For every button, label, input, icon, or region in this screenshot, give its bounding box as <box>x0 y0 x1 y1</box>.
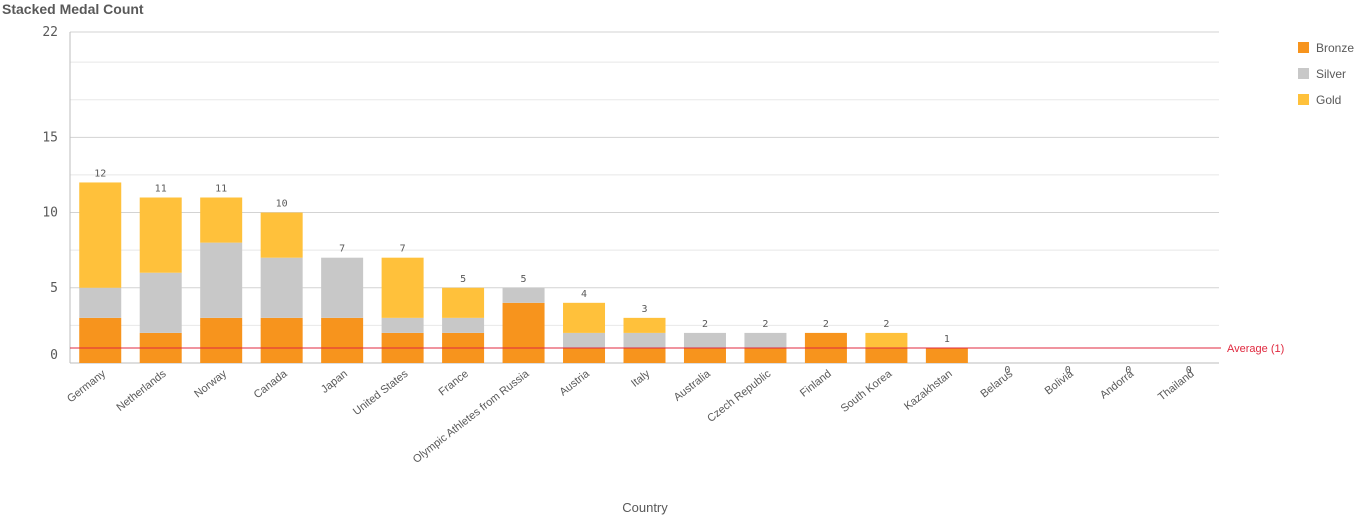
bar-total-label: 1 <box>944 334 950 345</box>
category-label: South Korea <box>839 367 895 415</box>
category-label: Austria <box>557 367 592 398</box>
bar-segment-silver <box>623 332 666 348</box>
category-label: Finland <box>798 368 834 400</box>
bar-total-label: 2 <box>762 319 768 330</box>
bar-total-label: 2 <box>702 319 708 330</box>
category-label: Australia <box>672 367 714 403</box>
bar-segment-silver <box>381 317 424 333</box>
category-label: Norway <box>192 368 229 401</box>
legend-label: Gold <box>1316 93 1341 107</box>
bar-segment-gold <box>623 317 666 333</box>
bar-segment-bronze <box>683 347 726 363</box>
bar-total-label: 12 <box>94 168 106 179</box>
y-tick-label: 22 <box>42 25 58 40</box>
category-label: Olympic Athletes from Russia <box>411 367 532 465</box>
bar-total-label: 2 <box>823 319 829 330</box>
bar-segment-silver <box>442 317 485 333</box>
legend-label: Bronze <box>1316 41 1354 55</box>
bar-total-label: 7 <box>339 244 345 255</box>
bar-segment-silver <box>683 332 726 348</box>
bar-total-label: 0 <box>1125 365 1131 376</box>
bar-segment-gold <box>381 257 424 318</box>
bar-segment-gold <box>563 302 606 333</box>
bar-total-label: 7 <box>400 244 406 255</box>
category-label: Thailand <box>1156 368 1197 403</box>
category-label: Andorra <box>1098 367 1137 401</box>
legend-swatch-silver <box>1298 68 1309 79</box>
category-label: Bolivia <box>1043 367 1077 397</box>
bar-total-label: 5 <box>460 274 466 285</box>
bar-segment-bronze <box>200 317 243 363</box>
legend-swatch-bronze <box>1298 42 1309 53</box>
category-label: Germany <box>65 368 108 406</box>
bar-segment-bronze <box>925 347 968 363</box>
bar-segment-gold <box>442 287 485 318</box>
category-label: Canada <box>252 367 290 401</box>
legend-label: Silver <box>1316 67 1346 81</box>
bar-total-label: 3 <box>641 304 647 315</box>
bar-total-label: 0 <box>1004 365 1010 376</box>
bar-segment-gold <box>200 197 243 243</box>
bar-segment-silver <box>200 242 243 318</box>
bar-segment-silver <box>502 287 545 303</box>
bar-segment-bronze <box>623 347 666 363</box>
bar-segment-bronze <box>865 347 908 363</box>
y-tick-label: 0 <box>50 348 58 363</box>
bar-total-label: 10 <box>276 199 288 210</box>
category-label: Belarus <box>978 368 1015 401</box>
bar-segment-gold <box>260 212 303 258</box>
bar-segment-gold <box>139 197 182 273</box>
bar-total-label: 0 <box>1186 365 1192 376</box>
bar-total-label: 11 <box>215 184 227 195</box>
bar-segment-bronze <box>79 317 122 363</box>
x-axis: Germany Netherlands Norway Canada Japan Unite… <box>65 367 1197 465</box>
category-label: Italy <box>629 368 653 390</box>
average-reference-line: Average (1) <box>70 343 1284 355</box>
bar-segment-silver <box>744 332 787 348</box>
chart-title: Stacked Medal Count <box>2 1 144 17</box>
legend-swatch-gold <box>1298 94 1309 105</box>
bar-segment-silver <box>79 287 122 318</box>
y-tick-label: 5 <box>50 281 58 296</box>
bar-segment-gold <box>79 182 122 288</box>
bars <box>79 182 968 363</box>
bar-segment-silver <box>260 257 303 318</box>
bar-segment-silver <box>139 272 182 333</box>
legend: Bronze Silver Gold <box>1298 41 1354 107</box>
y-tick-label: 15 <box>42 130 58 145</box>
bar-segment-bronze <box>744 347 787 363</box>
bar-segment-gold <box>865 332 908 348</box>
category-label: Czech Republic <box>705 368 773 425</box>
y-axis: 0 5 10 15 22 <box>42 25 58 363</box>
x-axis-title: Country <box>622 500 668 515</box>
category-label: Kazakhstan <box>902 368 955 413</box>
category-label: Netherlands <box>114 368 169 414</box>
bar-total-label: 4 <box>581 289 587 300</box>
bar-segment-bronze <box>321 317 364 363</box>
bar-total-label: 5 <box>521 274 527 285</box>
y-tick-label: 10 <box>42 206 58 221</box>
bar-segment-bronze <box>260 317 303 363</box>
bar-segment-bronze <box>502 302 545 363</box>
category-label: France <box>437 368 471 399</box>
bar-segment-silver <box>563 332 606 348</box>
average-line-label: Average (1) <box>1227 343 1284 355</box>
bar-segment-bronze <box>563 347 606 363</box>
bar-total-label: 0 <box>1065 365 1071 376</box>
bar-segment-silver <box>321 257 364 318</box>
category-label: United States <box>351 368 411 418</box>
bar-total-label: 2 <box>883 319 889 330</box>
bar-total-label: 11 <box>155 184 167 195</box>
category-label: Japan <box>319 368 350 396</box>
